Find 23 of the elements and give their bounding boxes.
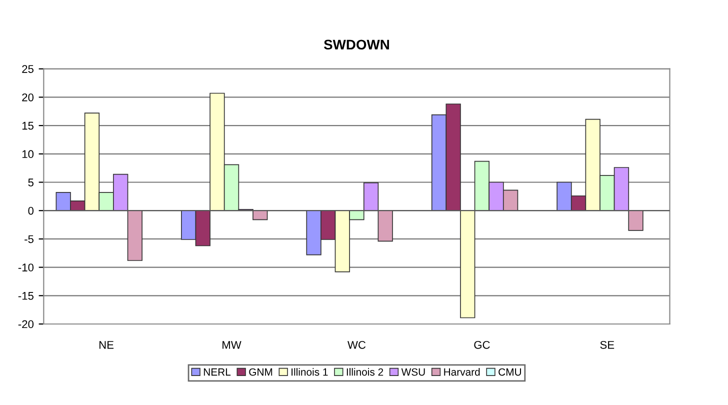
legend-label: NERL [204, 368, 231, 376]
y-tick-label: 15 [22, 122, 34, 130]
x-tick-label: NE [99, 341, 114, 349]
x-tick-label: WC [348, 340, 366, 349]
x-tick-label: MW [222, 341, 242, 349]
y-tick-label: 20 [22, 93, 34, 102]
y-tick-label: 5 [28, 178, 34, 186]
y-tick-label: -20 [18, 320, 34, 328]
y-tick-label: 25 [22, 65, 34, 73]
y-tick-label: 10 [22, 150, 34, 158]
x-tick-label: GC [474, 340, 490, 349]
legend-label: WSU [401, 368, 425, 376]
legend-label: CMU [498, 368, 521, 376]
legend-label: GNM [249, 368, 272, 376]
y-tick-label: -15 [18, 292, 34, 300]
y-tick-label: -10 [18, 264, 34, 272]
legend-label: Harvard [444, 368, 480, 376]
chart-title: SWDOWN [324, 40, 389, 50]
x-tick-label: SE [600, 340, 614, 349]
legend-label: Illinois 1 [292, 368, 328, 376]
legend-label: Illinois 2 [346, 368, 384, 376]
y-tick-label: 0 [28, 206, 34, 215]
y-tick-label: -5 [24, 235, 34, 244]
